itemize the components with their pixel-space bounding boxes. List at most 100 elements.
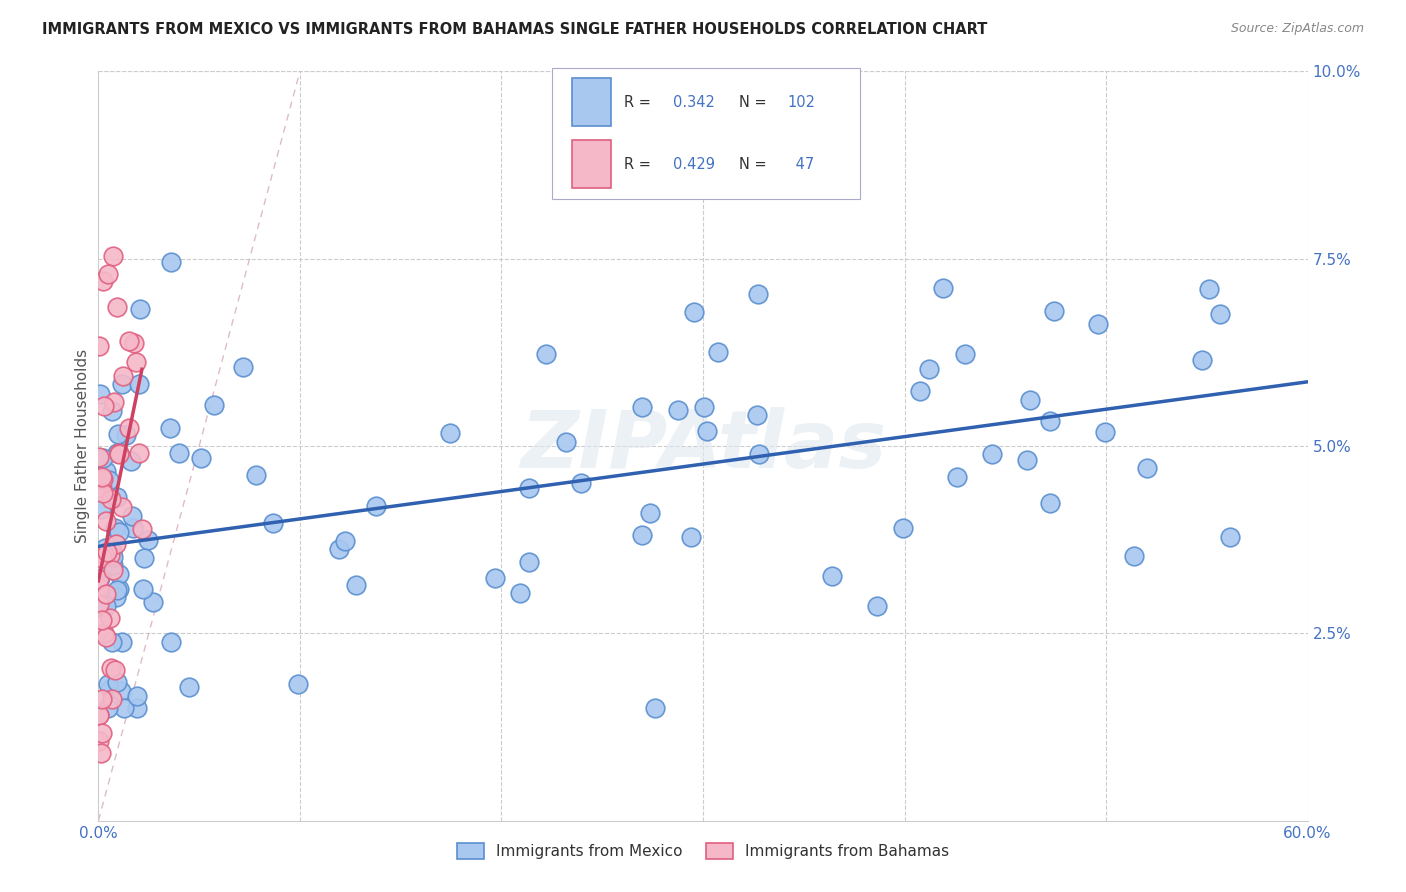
Point (692, 400, 714, 414)
Point (121, 521, 143, 535)
Point (97, 701, 120, 715)
Point (90, 600, 112, 615)
Point (1039, 414, 1062, 428)
Legend: Immigrants from Mexico, Immigrants from Bahamas: Immigrants from Mexico, Immigrants from … (450, 838, 956, 865)
Point (128, 445, 150, 459)
Text: ZIPAtlas: ZIPAtlas (520, 407, 886, 485)
Point (91, 274, 114, 288)
Point (682, 305, 704, 319)
Point (134, 551, 156, 566)
Point (91, 550, 114, 565)
Point (98, 682, 121, 697)
Point (131, 522, 153, 536)
Point (100, 492, 122, 507)
Point (87, 597, 110, 611)
Point (177, 680, 200, 694)
Point (136, 533, 159, 548)
Point (105, 301, 128, 315)
Point (90, 746, 112, 760)
Point (103, 394, 125, 409)
Point (91, 613, 114, 627)
Point (891, 521, 914, 535)
Point (111, 635, 134, 649)
Point (1094, 425, 1116, 439)
Point (932, 281, 955, 295)
Point (97, 267, 120, 281)
Point (87, 450, 110, 464)
Point (262, 516, 284, 530)
Point (534, 347, 557, 361)
Point (96, 464, 118, 478)
Point (644, 701, 666, 715)
Point (90, 481, 112, 495)
Point (344, 578, 367, 592)
Point (118, 334, 141, 349)
Point (87, 707, 110, 722)
Point (100, 660, 122, 674)
Point (509, 585, 531, 599)
Point (91, 450, 114, 465)
Point (1019, 392, 1042, 407)
Point (108, 566, 131, 581)
Text: 102: 102 (787, 95, 815, 110)
Point (117, 421, 139, 435)
Point (1136, 461, 1159, 475)
Point (439, 426, 461, 441)
Point (980, 447, 1002, 461)
Text: IMMIGRANTS FROM MEXICO VS IMMIGRANTS FROM BAHAMAS SINGLE FATHER HOUSEHOLDS CORRE: IMMIGRANTS FROM MEXICO VS IMMIGRANTS FRO… (42, 22, 987, 37)
Point (89, 572, 111, 586)
FancyBboxPatch shape (572, 140, 612, 188)
Point (94, 541, 117, 555)
Point (93, 399, 115, 413)
Point (666, 403, 689, 417)
Point (1015, 453, 1038, 467)
Point (127, 701, 149, 715)
Point (1043, 303, 1066, 318)
Point (107, 427, 129, 442)
Point (335, 533, 357, 548)
Point (101, 550, 124, 565)
Point (1123, 549, 1146, 564)
Point (94, 599, 117, 614)
Point (124, 335, 146, 350)
Point (131, 582, 153, 596)
Point (93, 547, 115, 561)
Text: R =: R = (624, 157, 657, 172)
Point (707, 345, 730, 359)
Point (103, 250, 125, 264)
Text: 47: 47 (792, 157, 814, 172)
Point (169, 446, 191, 460)
Point (517, 555, 540, 569)
Point (517, 481, 540, 495)
Point (484, 571, 506, 585)
Point (105, 582, 128, 597)
Point (120, 454, 142, 468)
Point (101, 558, 124, 572)
Point (747, 409, 769, 423)
Point (159, 421, 181, 435)
Point (101, 691, 124, 706)
Point (328, 541, 350, 556)
Point (569, 476, 592, 491)
Point (87, 733, 110, 747)
Point (89, 581, 111, 595)
FancyBboxPatch shape (551, 68, 860, 199)
Point (97, 473, 120, 487)
Point (110, 683, 132, 698)
Point (917, 362, 939, 376)
Point (747, 287, 769, 301)
Point (87, 339, 110, 353)
Point (1219, 530, 1241, 544)
Text: 0.342: 0.342 (673, 95, 714, 110)
Point (100, 611, 122, 625)
Point (121, 508, 143, 523)
Point (866, 599, 889, 613)
Point (104, 591, 127, 605)
Point (89, 570, 111, 584)
Point (101, 563, 124, 577)
Point (821, 569, 844, 583)
Point (101, 403, 124, 417)
Point (108, 446, 131, 460)
FancyBboxPatch shape (572, 78, 612, 126)
Point (93, 561, 115, 575)
